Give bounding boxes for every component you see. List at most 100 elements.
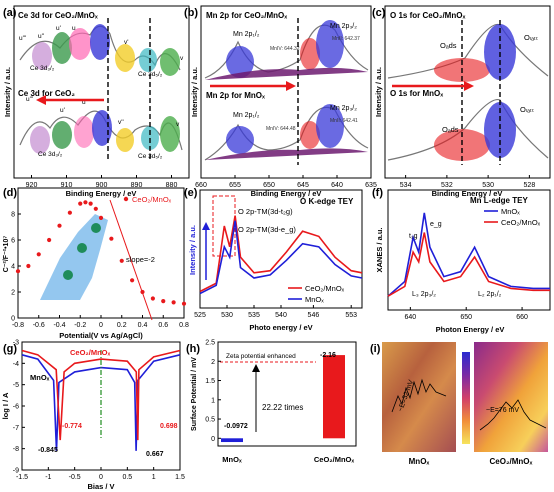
panel-g-value-4: 0.698 [160, 423, 178, 430]
panel-h-value-1: -0.0972 [224, 423, 248, 430]
panel-d-point-9 [93, 206, 98, 211]
panel-i-map-ceo2mnox [474, 342, 548, 452]
panel-f-xtick-label-1: 650 [460, 314, 472, 321]
panel-a-lower-label-v: v [176, 121, 180, 128]
panel-c-xtick-label-3: 528 [524, 182, 536, 189]
panel-a-xlabel: Binding Energy / eV [66, 189, 137, 198]
panel-f-frame [387, 189, 551, 311]
panel-d-particle-1 [63, 270, 73, 280]
panel-g-value-2: -0.774 [62, 423, 82, 430]
panel-e-annotation-eg: O 2p-TM(3d-e_g) [238, 225, 296, 234]
panel-i-annotation-ceo2mnox: ~E=76 mV [486, 407, 519, 414]
panel-b-upper-label-2p12: Mn 2p₁/₂ [233, 31, 260, 38]
panel-a-lower-peak-u2 [52, 121, 72, 149]
panel-d-point-16 [161, 299, 166, 304]
panel-d-point-1 [26, 263, 31, 269]
panel-h-annotation-arrow: 22.22 times [262, 403, 303, 412]
panel-e-legend-text-2: MnOₓ [305, 295, 324, 304]
panel-b-label: (b) [184, 7, 198, 19]
panel-e-xtick-label-0: 525 [194, 312, 206, 319]
panel-b-lower-baseline [205, 148, 368, 160]
panel-a-xtick-label-2: 900 [96, 182, 108, 189]
panel-a-lower-peak-u [92, 110, 112, 146]
panel-g-label: (g) [3, 343, 17, 355]
panel-c-lower-label-ads: Oₐds [442, 125, 459, 134]
panel-b-xtick-label-0: 660 [195, 182, 207, 189]
panel-f-title: Mn L-edge TEY [470, 196, 528, 205]
panel-d-xtick-label-1: -0.6 [33, 322, 45, 329]
panel-d-label: (d) [3, 187, 17, 199]
panel-d-point-4 [57, 223, 62, 228]
panel-e-xtick-label-4: 546 [308, 312, 320, 319]
panel-e-label: (e) [184, 187, 198, 199]
panel-g-xtick-label-2: -0.5 [69, 474, 81, 481]
panel-h-category-2: CeO₂/MnOₓ [314, 455, 355, 464]
panel-c-upper-label-ads: Oₐds [440, 41, 457, 50]
panel-c-lower-peak-latt [484, 102, 516, 158]
panel-h-frame [217, 341, 357, 447]
panel-b-xtick-label-1: 655 [229, 182, 241, 189]
panel-f-label-eg: e_g [430, 221, 442, 228]
panel-b-upper-label-2p32: Mn 2p₃/₂ [330, 23, 357, 30]
panel-g: (g) MnOₓ CeO₂/MnOₓ -0.845 -0.774 0.667 0… [1, 340, 185, 492]
panel-h-ytick-label-2: 1 [211, 397, 215, 404]
panel-b-lower-label-mn4: MnIV: 644.48 [266, 126, 296, 132]
panel-d-xtick-label-5: 0.2 [117, 322, 127, 329]
panel-d-point-18 [181, 301, 187, 306]
panel-h-bar-1 [323, 355, 345, 439]
panel-b-upper-peak-2 [300, 38, 320, 70]
panel-c-arrowhead [464, 81, 474, 91]
panel-b-xlabel: Binding Energy / eV [251, 189, 322, 198]
panel-d-yticks: 0 2 4 6 8 [11, 212, 21, 323]
panel-h-bar-0 [221, 438, 243, 443]
panel-d-ytick-label-4: 8 [11, 212, 15, 219]
panel-b-lower-label-2p32: Mn 2p₃/₂ [330, 105, 357, 112]
panel-a-peak-v2 [115, 44, 135, 72]
panel-g-yticks: -3 -4 -5 -6 -7 -8 -9 [13, 340, 25, 475]
panel-g-xtick-label-3: 0 [99, 474, 103, 481]
panel-b-upper-peak-1 [226, 46, 254, 78]
panel-g-xlabel: Bias / V [87, 482, 114, 491]
panel-b-arrowhead [286, 81, 296, 91]
panel-d-legend-marker [123, 196, 129, 202]
panel-e-xtick-label-2: 535 [248, 312, 260, 319]
panel-a-xtick-label-0: 920 [26, 182, 38, 189]
panel-g-ylabel: log I / A [1, 392, 10, 419]
panel-d-ytick-label-2: 4 [11, 264, 15, 271]
panel-f-legend-text-2: CeO₂/MnOₓ [501, 218, 541, 227]
panel-d-xtick-label-0: -0.8 [12, 322, 24, 329]
panel-b-lower-title: Mn 2p for MnOₓ [206, 91, 265, 100]
panel-f-label: (f) [372, 187, 383, 199]
panel-b-upper-baseline [205, 67, 368, 80]
panel-e-xtick-label-3: 540 [275, 312, 287, 319]
panel-b-upper-peak-3 [316, 20, 344, 68]
panel-h-ytick-label-0: 0 [211, 436, 215, 443]
panel-i-label: (i) [370, 343, 381, 355]
panel-h-bars [221, 355, 345, 443]
panel-a: (a) Ce 3d for CeO₂/MnOₓ Ce 3d for CeO₂ u… [3, 5, 190, 198]
panel-a-label-u: u [72, 25, 76, 32]
panel-d-point-3 [47, 237, 52, 243]
panel-b-ylabel: Intensity / a.u. [190, 67, 199, 117]
panel-a-upper-title: Ce 3d for CeO₂/MnOₓ [18, 11, 98, 20]
panel-d-particle-2 [77, 243, 87, 253]
panel-c-label: (c) [372, 7, 386, 19]
panel-f-xtick-label-2: 660 [516, 314, 528, 321]
panel-a-lower-label-u: u [82, 99, 86, 106]
panel-i-caption-ceo2mnox: CeO₂/MnOₓ [490, 457, 533, 466]
panel-b-upper-label-mn4: MnIV: 644.32 [270, 46, 300, 52]
panel-a-xticks: 920 910 900 890 880 [26, 175, 177, 189]
panel-d-xlabel: Potential(V vs Ag/AgCl) [59, 331, 143, 340]
panel-g-xticks: -1.5 -1 -0.5 0 0.5 1 1.5 [16, 467, 185, 481]
panel-i-caption-mnox: MnOₓ [409, 457, 430, 466]
panel-e-xtick-label-1: 530 [221, 312, 233, 319]
panel-a-label-v: v [180, 55, 184, 62]
panel-c-lower-title: O 1s for MnOₓ [390, 89, 443, 98]
panel-d-slope-text: slope=-2 [126, 255, 155, 264]
panel-b-lower-label-2p12: Mn 2p₁/₂ [233, 112, 260, 119]
panel-a-lower-peak-v2 [116, 128, 134, 152]
panel-b-xtick-label-2: 650 [263, 182, 275, 189]
panel-e-legend-text-1: CeO₂/MnOₓ [305, 284, 345, 293]
panel-d-point-13 [130, 278, 135, 283]
panel-g-ytick-label-4: -7 [13, 425, 19, 432]
